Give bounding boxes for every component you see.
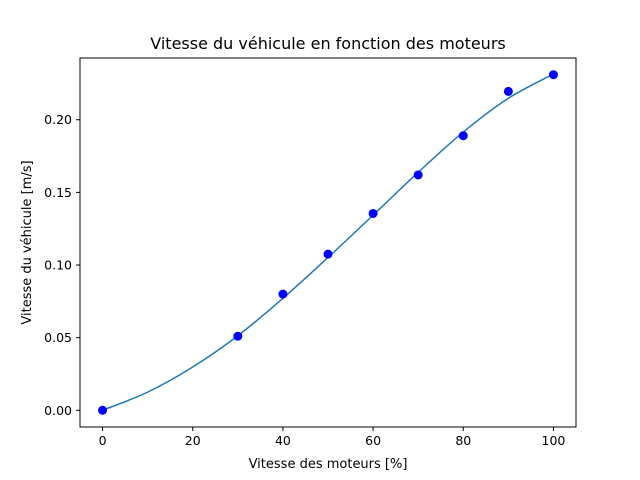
y-axis: 0.00 0.05 0.10 0.15 0.20 — [44, 112, 80, 418]
data-point — [548, 70, 558, 80]
data-point — [458, 131, 468, 141]
y-tick-label: 0.10 — [44, 258, 72, 273]
y-tick-label: 0.05 — [44, 330, 72, 345]
y-tick-label: 0.00 — [44, 403, 72, 418]
y-axis-label: Vitesse du véhicule [m/s] — [20, 160, 35, 324]
x-axis: 0 20 40 60 80 100 — [99, 427, 566, 448]
x-axis-label: Vitesse des moteurs [%] — [249, 457, 408, 472]
data-point — [413, 170, 423, 180]
x-tick-label: 20 — [185, 433, 201, 448]
x-tick-label: 60 — [365, 433, 381, 448]
data-point — [233, 331, 243, 341]
x-tick-label: 0 — [99, 433, 107, 448]
data-point — [368, 208, 378, 218]
x-tick-label: 100 — [542, 433, 566, 448]
x-tick-label: 80 — [455, 433, 471, 448]
data-point — [98, 405, 108, 415]
data-point — [503, 86, 513, 96]
data-point — [278, 289, 288, 299]
y-tick-label: 0.20 — [44, 112, 72, 127]
chart-title: Vitesse du véhicule en fonction des mote… — [150, 34, 505, 53]
x-tick-label: 40 — [275, 433, 291, 448]
data-point — [323, 249, 333, 259]
y-tick-label: 0.15 — [44, 185, 72, 200]
plot-content — [98, 70, 558, 415]
plot-frame — [79, 57, 577, 428]
